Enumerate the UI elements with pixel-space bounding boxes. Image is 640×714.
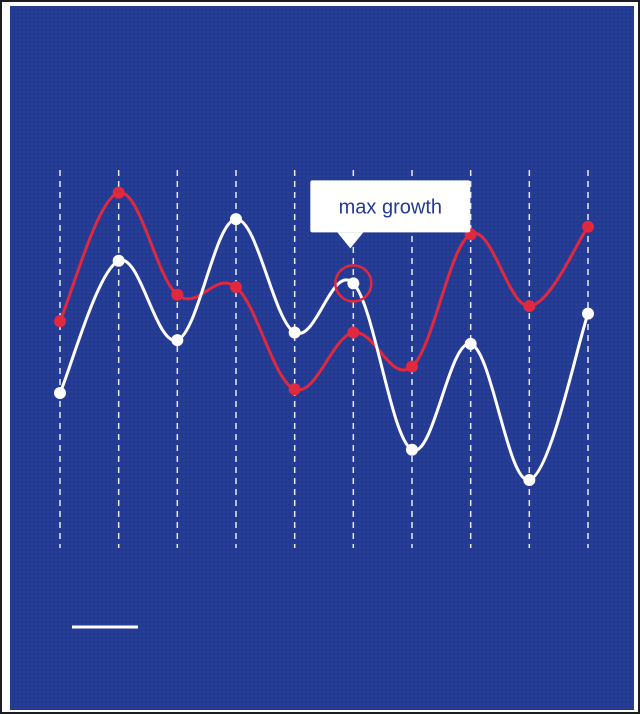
series-1-point-5: [288, 383, 301, 396]
series-2-point-9: [523, 473, 536, 486]
series-line-2: [58, 217, 590, 482]
callout-box: [310, 180, 471, 233]
series-line-1: [58, 191, 590, 392]
series-2-point-10: [582, 307, 594, 320]
series-1-point-2: [112, 186, 125, 199]
series-1-point-6: [347, 326, 360, 339]
callout-text: max growth: [339, 196, 442, 218]
callout-pointer: [337, 232, 364, 249]
series-2-point-8: [464, 337, 477, 350]
series-1-point-10: [582, 220, 594, 233]
series-1-point-7: [406, 360, 418, 373]
series-2-point-7: [406, 443, 418, 456]
series-2-point-1: [54, 387, 66, 400]
gridlines: [59, 170, 589, 548]
series-2-point-5: [288, 326, 301, 339]
series-2-point-6: [347, 277, 360, 290]
annotation: max growth: [310, 180, 471, 303]
highlight-ring: [334, 264, 373, 303]
series-2-point-2: [112, 254, 125, 267]
series-2-point-3: [171, 334, 184, 347]
series-2-point-4: [230, 213, 242, 226]
series-1-point-9: [523, 300, 536, 313]
series-1-point-4: [230, 281, 242, 294]
series-1-point-3: [171, 288, 184, 301]
series-1-point-1: [54, 315, 66, 328]
series-lines: [58, 191, 590, 482]
data-points: [54, 186, 594, 486]
